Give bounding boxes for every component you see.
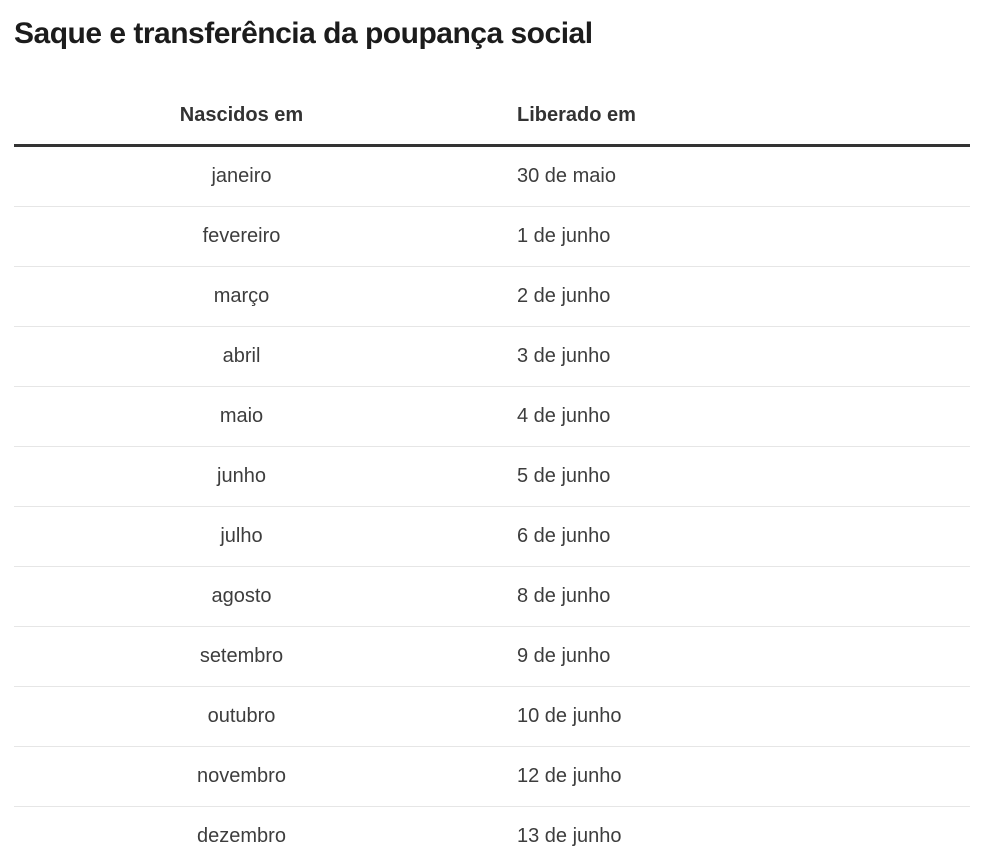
release-date-cell: 6 de junho bbox=[469, 506, 970, 567]
birth-month-cell: junho bbox=[14, 446, 469, 507]
birth-month-cell: janeiro bbox=[14, 145, 469, 207]
release-date-cell: 13 de junho bbox=[517, 825, 622, 847]
table-row: outubro 10 de junho bbox=[14, 686, 970, 747]
birth-month-cell: outubro bbox=[14, 686, 469, 747]
table-row: março 2 de junho bbox=[14, 266, 970, 327]
table-row: novembro 12 de junho bbox=[14, 746, 970, 807]
birth-month-cell: julho bbox=[14, 506, 469, 567]
release-date-cell: 3 de junho bbox=[469, 326, 970, 387]
table-row: fevereiro 1 de junho bbox=[14, 206, 970, 267]
table-row: abril 3 de junho bbox=[14, 326, 970, 387]
table-row: agosto 8 de junho bbox=[14, 566, 970, 627]
column-header-release-date: Liberado em bbox=[469, 90, 970, 147]
table-row: dezembro 13 de junho bbox=[14, 807, 970, 867]
birth-month-cell: fevereiro bbox=[14, 206, 469, 267]
table-row: setembro 9 de junho bbox=[14, 626, 970, 687]
birth-month-cell: novembro bbox=[14, 746, 469, 807]
table-row: junho 5 de junho bbox=[14, 446, 970, 507]
table-row: janeiro 30 de maio bbox=[14, 145, 970, 207]
column-header-birth-month: Nascidos em bbox=[14, 90, 469, 147]
release-date-cell: 30 de maio bbox=[469, 145, 970, 207]
release-date-cell: 10 de junho bbox=[469, 686, 970, 747]
page-title: Saque e transferência da poupança social bbox=[14, 17, 593, 50]
payout-schedule-table: Nascidos em Liberado em janeiro 30 de ma… bbox=[14, 90, 970, 866]
birth-month-cell: dezembro bbox=[197, 825, 286, 847]
release-date-cell: 8 de junho bbox=[469, 566, 970, 627]
table-row: maio 4 de junho bbox=[14, 386, 970, 447]
table-header-row: Nascidos em Liberado em bbox=[14, 90, 970, 147]
table-row: julho 6 de junho bbox=[14, 506, 970, 567]
release-date-cell: 4 de junho bbox=[469, 386, 970, 447]
birth-month-cell: março bbox=[14, 266, 469, 327]
release-date-cell: 9 de junho bbox=[469, 626, 970, 687]
birth-month-cell: setembro bbox=[14, 626, 469, 687]
release-date-cell: 5 de junho bbox=[469, 446, 970, 507]
table-body: janeiro 30 de maio fevereiro 1 de junho … bbox=[14, 145, 970, 867]
birth-month-cell: abril bbox=[14, 326, 469, 387]
release-date-cell: 2 de junho bbox=[469, 266, 970, 327]
birth-month-cell: agosto bbox=[14, 566, 469, 627]
release-date-cell: 1 de junho bbox=[469, 206, 970, 267]
release-date-cell: 12 de junho bbox=[469, 746, 970, 807]
birth-month-cell: maio bbox=[14, 386, 469, 447]
table-header: Nascidos em Liberado em bbox=[14, 90, 970, 147]
